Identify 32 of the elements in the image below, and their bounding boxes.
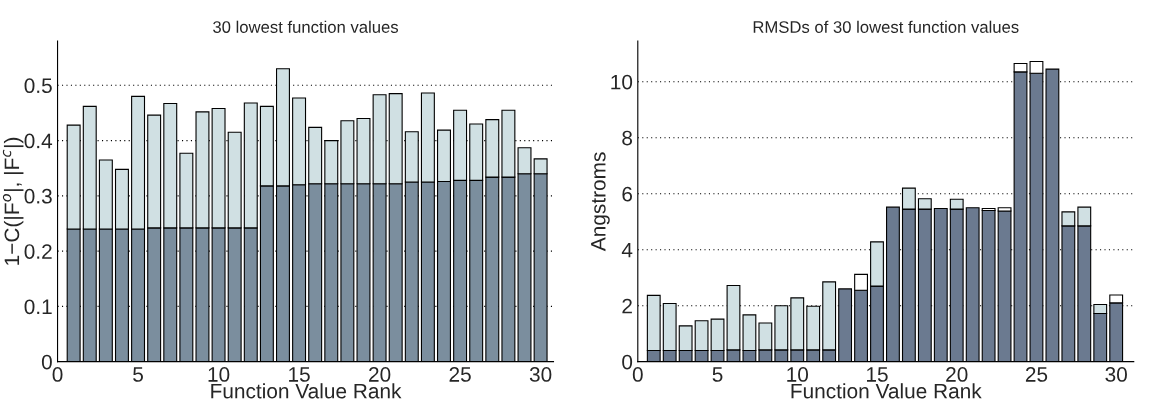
y-tick-label: 2 [622, 298, 632, 314]
x-tick-label: 5 [133, 367, 143, 382]
x-axis-title: Function Value Rank [791, 383, 982, 399]
x-tick-label: 25 [1025, 367, 1048, 382]
x-tick-label: 15 [289, 367, 310, 382]
x-tick-label: 30 [529, 367, 552, 382]
y-tick-label: 0 [41, 354, 52, 370]
y-tick-label: 6 [622, 186, 633, 202]
x-tick-label: 20 [369, 367, 391, 382]
x-tick-label: 10 [208, 367, 230, 382]
y-axis-title: 1−C(|F$^{o}$|, |F$^{c}$|) [2, 137, 24, 265]
x-axis-title: Function Value Rank [211, 383, 402, 399]
y-tick-label: 10 [611, 74, 633, 90]
x-tick-label: 10 [787, 367, 809, 382]
x-tick-label: 0 [52, 367, 63, 382]
y-tick-label: 0.1 [24, 299, 52, 315]
chart-title: 30 lowest function values [213, 20, 399, 33]
x-tick-label: 15 [867, 367, 888, 382]
x-tick-label: 20 [946, 367, 968, 382]
y-tick-label: 8 [622, 130, 633, 146]
y-tick-label: 0.4 [24, 133, 53, 149]
y-axis-title: Angstroms [591, 152, 610, 252]
chart-title: RMSDs of 30 lowest function values [753, 20, 1019, 33]
x-tick-label: 25 [449, 367, 471, 382]
y-tick-label: 4 [621, 242, 633, 258]
x-tick-label: 0 [632, 367, 643, 382]
y-tick-label: 0 [622, 354, 633, 370]
x-tick-label: 30 [1105, 367, 1127, 382]
y-tick-label: 0.5 [24, 78, 52, 94]
x-tick-label: 5 [712, 367, 723, 382]
y-tick-label: 0.3 [24, 188, 52, 204]
y-tick-label: 0.2 [24, 244, 52, 259]
